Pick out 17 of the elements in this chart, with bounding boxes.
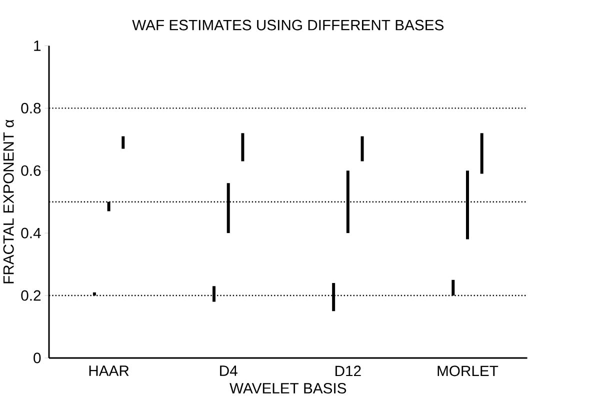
chart-title: WAF ESTIMATES USING DIFFERENT BASES [132,20,444,31]
x-axis-title: WAVELET BASIS [230,383,346,394]
bar [241,133,244,162]
y-tick-label: 0.8 [21,103,41,114]
bar [480,133,484,174]
y-tick-label: 0.4 [21,228,41,239]
y-tick-label: 0 [34,352,41,364]
y-axis-title: FRACTAL EXPONENT α [3,120,14,284]
x-tick-label: HAAR [89,366,129,376]
x-tick-label: D12 [336,366,361,376]
bar [360,136,364,162]
x-tick-label: MORLET [438,366,498,376]
bar [122,136,125,149]
y-tick-label: 0.2 [21,290,41,301]
y-tick-label: 0.6 [21,166,41,176]
y-tick-label: 1 [34,40,41,52]
x-tick-label: D4 [220,366,238,376]
